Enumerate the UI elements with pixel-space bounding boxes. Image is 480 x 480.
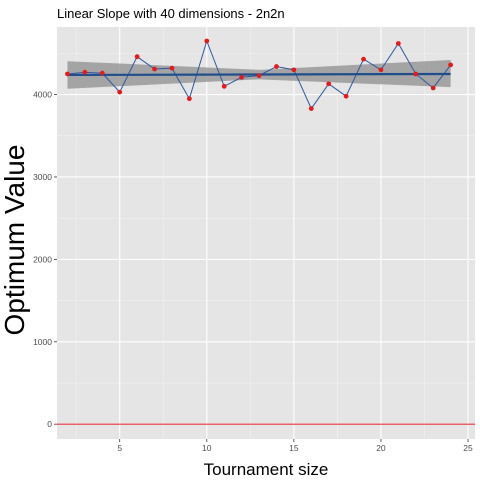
data-point — [326, 81, 332, 87]
data-point — [239, 74, 245, 80]
x-tick-label: 5 — [117, 443, 122, 453]
x-axis-ticks: 5 10 15 20 25 — [117, 439, 473, 453]
chart-title: Linear Slope with 40 dimensions - 2n2n — [57, 6, 285, 21]
data-point — [430, 85, 436, 91]
y-axis-label: Optimum Value — [0, 145, 30, 336]
x-axis-label: Tournament size — [204, 460, 329, 479]
y-tick-label: 3000 — [33, 172, 52, 182]
data-point — [291, 67, 297, 73]
y-axis-ticks: 0 1000 2000 3000 4000 — [33, 90, 57, 429]
y-tick-label: 2000 — [33, 254, 52, 264]
plot-panel — [57, 27, 475, 439]
data-point — [152, 66, 157, 72]
data-point — [186, 96, 192, 102]
data-point — [395, 41, 401, 46]
x-tick-label: 10 — [202, 443, 212, 453]
y-tick-label: 0 — [47, 419, 52, 429]
data-point — [308, 106, 314, 111]
data-point — [274, 64, 279, 69]
data-point — [448, 62, 454, 68]
x-tick-label: 25 — [463, 443, 473, 453]
x-tick-label: 15 — [289, 443, 299, 453]
x-tick-label: 20 — [376, 443, 386, 453]
grid — [57, 27, 475, 439]
data-point — [413, 71, 419, 77]
data-point — [256, 73, 262, 79]
y-tick-label: 1000 — [33, 337, 52, 347]
y-tick-label: 4000 — [33, 90, 52, 100]
data-point — [65, 71, 70, 77]
data-point — [361, 56, 366, 62]
data-point — [82, 69, 88, 75]
data-point — [117, 89, 123, 95]
data-point — [134, 54, 140, 60]
data-point — [343, 93, 349, 99]
data-point — [221, 83, 227, 89]
data-point — [378, 67, 384, 73]
data-points — [65, 38, 454, 111]
data-point — [99, 70, 105, 76]
data-point — [169, 65, 175, 71]
data-point — [204, 38, 210, 44]
